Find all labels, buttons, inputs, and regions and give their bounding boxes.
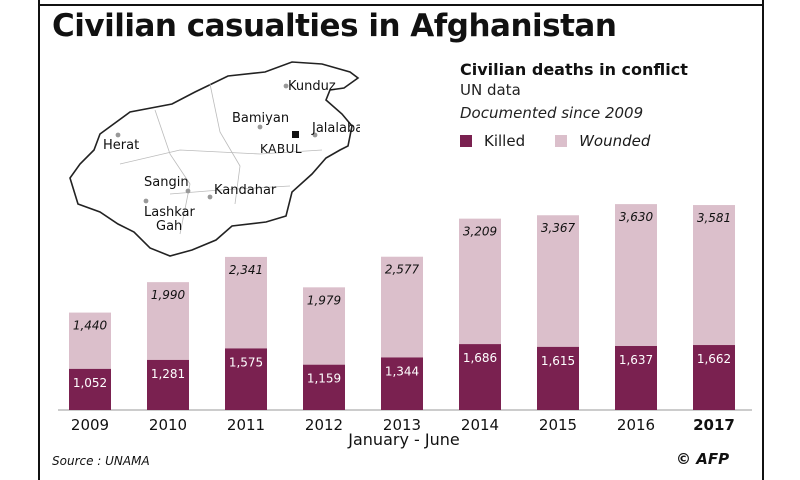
bar-wounded-2009	[69, 312, 111, 369]
legend-heading: Civilian deaths in conflict	[460, 60, 688, 79]
bar-wounded-2014	[459, 218, 501, 345]
x-tick-label-2010: 2010	[149, 416, 187, 430]
city-dot-lashkar-gah	[143, 198, 149, 204]
legend-label-wounded: Wounded	[579, 132, 651, 150]
bar-wounded-2013	[381, 256, 423, 358]
bar-wounded-2016	[615, 204, 657, 347]
wounded-value-label-2015: 3,367	[541, 221, 576, 235]
city-label-bamiyan: Bamiyan	[232, 111, 289, 126]
killed-swatch	[460, 135, 472, 147]
x-tick-label-2013: 2013	[383, 416, 421, 430]
bar-killed-2015	[537, 346, 579, 410]
x-axis-caption: January - June	[0, 430, 800, 449]
city-label-jalalabad: Jalalabad	[311, 121, 360, 136]
wounded-value-label-2009: 1,440	[73, 319, 108, 333]
country-outline	[69, 61, 360, 257]
legend-item-killed: Killed	[460, 132, 525, 150]
bar-killed-2012	[303, 364, 345, 410]
x-tick-label-2016: 2016	[617, 416, 655, 430]
legend-block: Civilian deaths in conflict UN data Docu…	[460, 60, 760, 150]
frame-right-border	[762, 0, 764, 480]
wounded-value-label-2012: 1,979	[307, 293, 341, 307]
legend-label-killed: Killed	[484, 132, 526, 150]
bar-killed-2010	[147, 359, 189, 410]
killed-value-label-2013: 1,344	[385, 364, 419, 378]
x-axis-caption-text: January - June	[348, 430, 460, 449]
bar-wounded-2015	[537, 215, 579, 347]
afghanistan-map: Kunduz Bamiyan Jalalabad Herat KABUL San…	[69, 61, 360, 257]
killed-value-label-2010: 1,281	[151, 367, 185, 381]
wounded-value-label-2011: 2,341	[229, 263, 263, 277]
wounded-value-label-2016: 3,630	[619, 210, 654, 224]
killed-value-label-2012: 1,159	[307, 372, 341, 386]
stacked-bar-chart: 1,440 1,052 2009 1,990 1,281 2010 2,341 1,575 20…	[58, 204, 752, 430]
killed-value-label-2015: 1,615	[541, 354, 575, 368]
source-note: Source : UNAMA	[52, 454, 150, 468]
wounded-value-label-2013: 2,577	[385, 263, 420, 277]
city-label-kunduz: Kunduz	[288, 79, 336, 94]
killed-value-label-2016: 1,637	[619, 353, 653, 367]
city-dot-herat	[115, 132, 121, 138]
bar-wounded-2012	[303, 287, 345, 365]
chart-title: Civilian casualties in Afghanistan	[52, 8, 617, 44]
city-label-kandahar: Kandahar	[214, 183, 277, 198]
city-dot-kandahar	[207, 194, 213, 200]
bar-killed-2009	[69, 368, 111, 410]
city-label-lashkar: Lashkar	[144, 205, 195, 220]
frame-top-border	[38, 4, 764, 6]
legend-item-wounded: Wounded	[555, 132, 650, 150]
afp-credit: © AFP	[676, 450, 730, 468]
bar-killed-2011	[225, 348, 267, 410]
x-tick-label-2012: 2012	[305, 416, 343, 430]
x-tick-label-2011: 2011	[227, 416, 265, 430]
killed-value-label-2014: 1,686	[463, 351, 497, 365]
killed-value-label-2017: 1,662	[697, 352, 731, 366]
x-tick-label-2009: 2009	[71, 416, 109, 430]
bar-killed-2014	[459, 344, 501, 410]
capital-marker	[292, 131, 299, 138]
city-dot-bamiyan	[257, 124, 263, 130]
legend-note: Documented since 2009	[460, 104, 644, 122]
x-tick-label-2017: 2017	[693, 416, 735, 430]
legend-row: Killed Wounded	[460, 132, 760, 150]
city-label-sangin: Sangin	[144, 175, 189, 190]
wounded-value-label-2014: 3,209	[463, 225, 497, 239]
city-dot-sangin	[185, 188, 191, 194]
bar-killed-2013	[381, 357, 423, 410]
x-tick-label-2014: 2014	[461, 416, 499, 430]
bar-wounded-2011	[225, 256, 267, 349]
city-label-gah: Gah	[156, 219, 182, 234]
wounded-value-label-2010: 1,990	[151, 288, 186, 302]
killed-value-label-2009: 1,052	[73, 376, 107, 390]
bar-wounded-2017	[693, 205, 735, 346]
bar-killed-2016	[615, 346, 657, 410]
city-dot-kunduz	[283, 83, 289, 89]
frame-left-border	[38, 0, 40, 480]
bar-wounded-2010	[147, 282, 189, 360]
wounded-swatch	[555, 135, 568, 147]
legend-subheading: UN data	[460, 81, 521, 99]
city-label-kabul: KABUL	[260, 142, 302, 156]
x-tick-label-2015: 2015	[539, 416, 577, 430]
city-dot-jalalabad	[312, 132, 318, 138]
wounded-value-label-2017: 3,581	[697, 211, 731, 225]
city-label-herat: Herat	[103, 138, 139, 153]
bar-killed-2017	[693, 345, 735, 410]
killed-value-label-2011: 1,575	[229, 355, 263, 369]
